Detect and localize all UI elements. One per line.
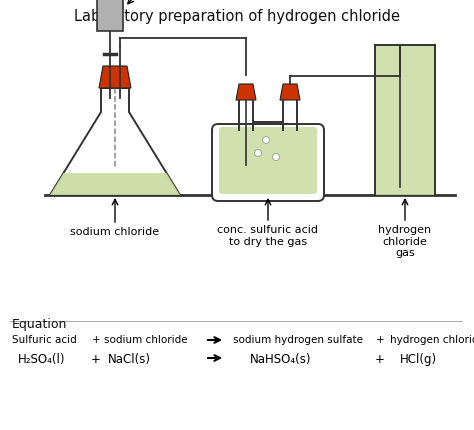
FancyBboxPatch shape xyxy=(212,124,324,201)
Polygon shape xyxy=(236,84,256,100)
Bar xyxy=(97,0,123,31)
Circle shape xyxy=(273,154,280,160)
Text: +: + xyxy=(91,335,100,345)
Text: +: + xyxy=(91,353,101,366)
Text: +: + xyxy=(375,353,385,366)
Bar xyxy=(375,45,435,195)
Text: NaCl(s): NaCl(s) xyxy=(108,353,151,366)
Text: hydrogen
chloride
gas: hydrogen chloride gas xyxy=(378,225,431,258)
Text: H₂SO₄(l): H₂SO₄(l) xyxy=(18,353,65,366)
Text: Equation: Equation xyxy=(12,318,67,331)
Text: sodium hydrogen sulfate: sodium hydrogen sulfate xyxy=(233,335,363,345)
Polygon shape xyxy=(50,173,180,195)
Text: sodium chloride: sodium chloride xyxy=(71,227,160,237)
Circle shape xyxy=(263,136,270,144)
Polygon shape xyxy=(280,84,300,100)
Polygon shape xyxy=(99,66,131,88)
Text: HCl(g): HCl(g) xyxy=(400,353,437,366)
FancyBboxPatch shape xyxy=(219,127,317,194)
Polygon shape xyxy=(50,88,180,195)
Text: hydrogen chloride: hydrogen chloride xyxy=(390,335,474,345)
Text: +: + xyxy=(376,335,384,345)
Text: NaHSO₄(s): NaHSO₄(s) xyxy=(250,353,311,366)
Text: conc. sulfuric acid
to dry the gas: conc. sulfuric acid to dry the gas xyxy=(218,225,319,246)
Text: Sulfuric acid: Sulfuric acid xyxy=(12,335,77,345)
Circle shape xyxy=(255,150,262,157)
Text: Laboratory preparation of hydrogen chloride: Laboratory preparation of hydrogen chlor… xyxy=(74,9,400,24)
Text: sodium chloride: sodium chloride xyxy=(104,335,188,345)
